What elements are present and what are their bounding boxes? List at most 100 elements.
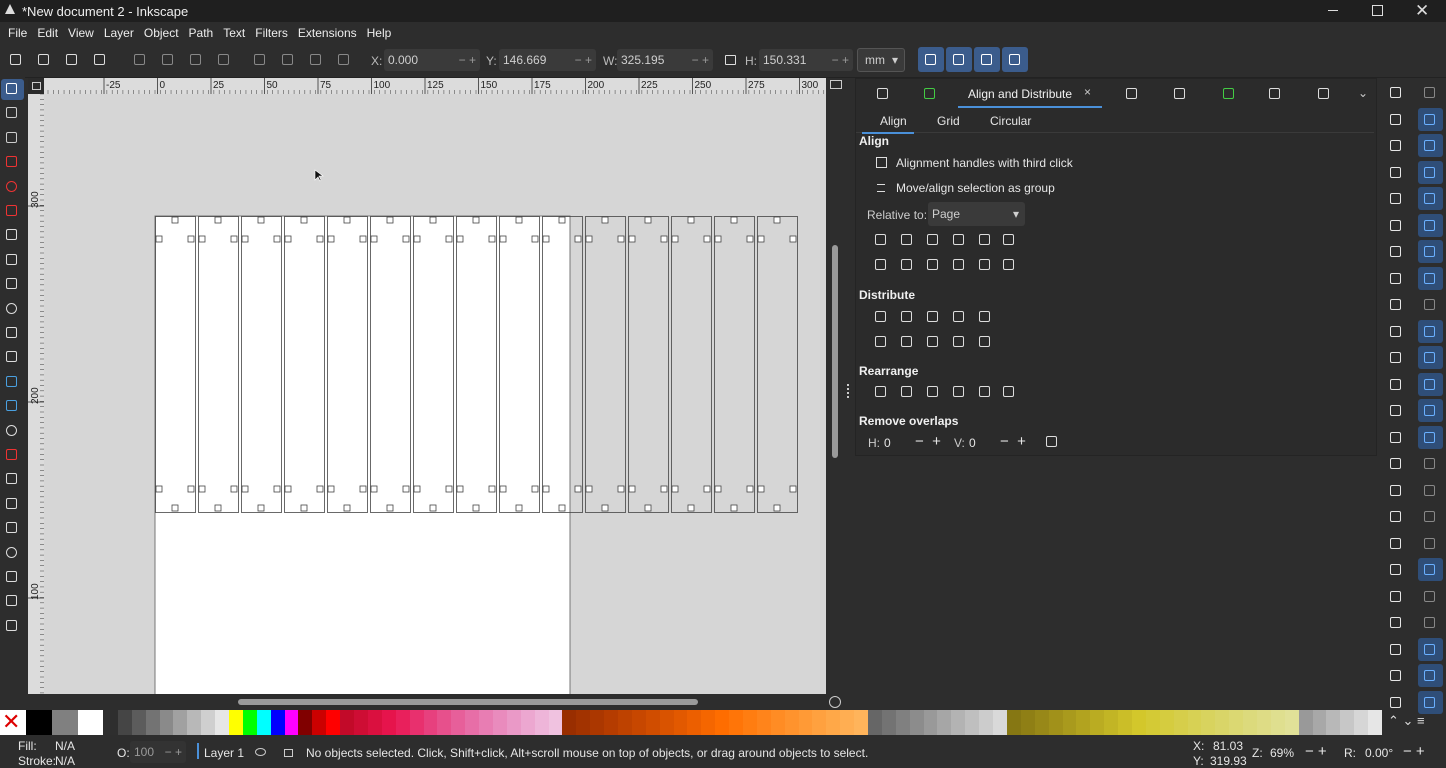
tool-button[interactable] [6, 497, 17, 509]
snap-button[interactable] [1424, 484, 1435, 496]
swatch[interactable] [145, 710, 161, 735]
x-field[interactable]: 0.000 − + [384, 49, 480, 71]
swatch[interactable] [298, 710, 313, 735]
snap-active[interactable] [1418, 372, 1443, 396]
swatch[interactable] [715, 710, 730, 735]
swatch[interactable] [840, 710, 855, 735]
snap-button[interactable] [1424, 590, 1435, 602]
command-button[interactable] [1390, 87, 1401, 98]
swatch[interactable] [909, 710, 925, 735]
dock-tab-button[interactable] [877, 88, 888, 99]
align-button[interactable] [979, 234, 990, 245]
snap-active[interactable] [1418, 346, 1443, 369]
align-button[interactable] [901, 336, 912, 347]
subtab-active[interactable] [862, 110, 914, 134]
command-button[interactable] [1390, 696, 1401, 708]
overlap-v-value[interactable]: 0 [969, 436, 976, 450]
snap-button[interactable] [1424, 193, 1435, 204]
swatch[interactable] [1076, 710, 1091, 735]
tool-button[interactable] [6, 595, 17, 607]
swatch[interactable] [117, 710, 133, 735]
relative-dropdown[interactable]: Page ▾ [928, 202, 1025, 226]
command-button[interactable] [1390, 458, 1401, 469]
swatch[interactable] [1340, 710, 1355, 735]
tool-button[interactable] [6, 302, 17, 314]
menu-item[interactable]: Text [223, 26, 246, 40]
swatch[interactable] [659, 710, 675, 735]
strip-rectangle[interactable] [241, 216, 282, 513]
swatch[interactable] [26, 710, 52, 735]
spin[interactable]: − + [915, 433, 941, 450]
swatch[interactable] [798, 710, 813, 735]
strip-rectangle[interactable] [585, 216, 626, 513]
menu-item[interactable]: Edit [37, 26, 59, 40]
strip-rectangle[interactable] [413, 216, 454, 513]
snap-active[interactable] [1418, 266, 1443, 290]
swatch[interactable] [1104, 710, 1119, 735]
strip-rectangle[interactable] [456, 216, 497, 513]
command-button[interactable] [1390, 511, 1401, 522]
swatch[interactable] [548, 710, 563, 735]
swatch[interactable] [993, 710, 1008, 735]
swatch[interactable] [743, 710, 758, 735]
swatch[interactable] [1284, 710, 1300, 735]
snap-active[interactable] [1418, 690, 1443, 714]
tool-control-button[interactable] [66, 54, 77, 65]
swatch[interactable] [451, 710, 466, 735]
tool-button[interactable] [6, 83, 17, 94]
align-button[interactable] [875, 234, 886, 245]
layer-name[interactable]: Layer 1 [204, 746, 245, 760]
align-button[interactable] [927, 336, 938, 347]
command-button[interactable] [1390, 643, 1401, 655]
menu-item[interactable]: Help [366, 26, 392, 40]
swatch[interactable] [1368, 710, 1383, 735]
snap-button[interactable] [1424, 537, 1435, 549]
snap-button[interactable] [1424, 378, 1435, 390]
align-button[interactable] [979, 311, 990, 322]
scale-option-icon[interactable] [1009, 54, 1020, 65]
menu-item[interactable]: View [68, 26, 94, 40]
swatch[interactable] [326, 710, 341, 735]
swatch[interactable] [1270, 710, 1286, 735]
swatch[interactable] [381, 710, 397, 735]
ruler-lock[interactable] [32, 82, 41, 90]
swatch[interactable] [284, 710, 299, 735]
h-field[interactable]: 150.331 − + [759, 49, 853, 71]
command-button[interactable] [1390, 325, 1401, 337]
swatch[interactable] [1145, 710, 1161, 735]
menu-item[interactable]: Filters [255, 26, 288, 40]
swatch[interactable] [270, 710, 286, 735]
swatch[interactable] [604, 710, 619, 735]
vertical-scrollbar[interactable] [832, 245, 838, 458]
dock-tab-button[interactable] [1318, 88, 1329, 99]
command-button[interactable] [1390, 617, 1401, 628]
snap-active[interactable] [1418, 160, 1443, 184]
tool-button[interactable] [6, 449, 17, 460]
swatch[interactable] [1118, 710, 1133, 735]
command-button[interactable] [1390, 299, 1401, 310]
swatch[interactable] [131, 710, 147, 735]
strip-rectangle[interactable] [198, 216, 239, 513]
dock-tab-button[interactable] [1223, 88, 1234, 99]
dock-tab-button[interactable] [1126, 88, 1137, 99]
swatch[interactable] [895, 710, 911, 735]
swatch[interactable] [576, 710, 591, 735]
snap-active[interactable] [1418, 319, 1443, 343]
swatch[interactable] [1298, 710, 1314, 735]
swatch[interactable] [479, 710, 494, 735]
swatch[interactable] [1243, 710, 1258, 735]
strip-rectangle[interactable] [671, 216, 712, 513]
swatch[interactable] [645, 710, 661, 735]
scale-option-icon[interactable] [981, 54, 992, 65]
swatch[interactable] [395, 710, 411, 735]
swatch[interactable] [229, 710, 244, 735]
swatch[interactable] [729, 710, 744, 735]
scale-option-icon[interactable] [953, 54, 964, 65]
swatch[interactable] [1229, 710, 1244, 735]
swatch[interactable] [1173, 710, 1189, 735]
command-button[interactable] [1390, 431, 1401, 443]
tool-button[interactable] [6, 473, 17, 485]
tool-button[interactable] [6, 400, 17, 412]
zoom-spin[interactable]: − + [1305, 743, 1327, 760]
tool-button[interactable] [6, 619, 17, 631]
